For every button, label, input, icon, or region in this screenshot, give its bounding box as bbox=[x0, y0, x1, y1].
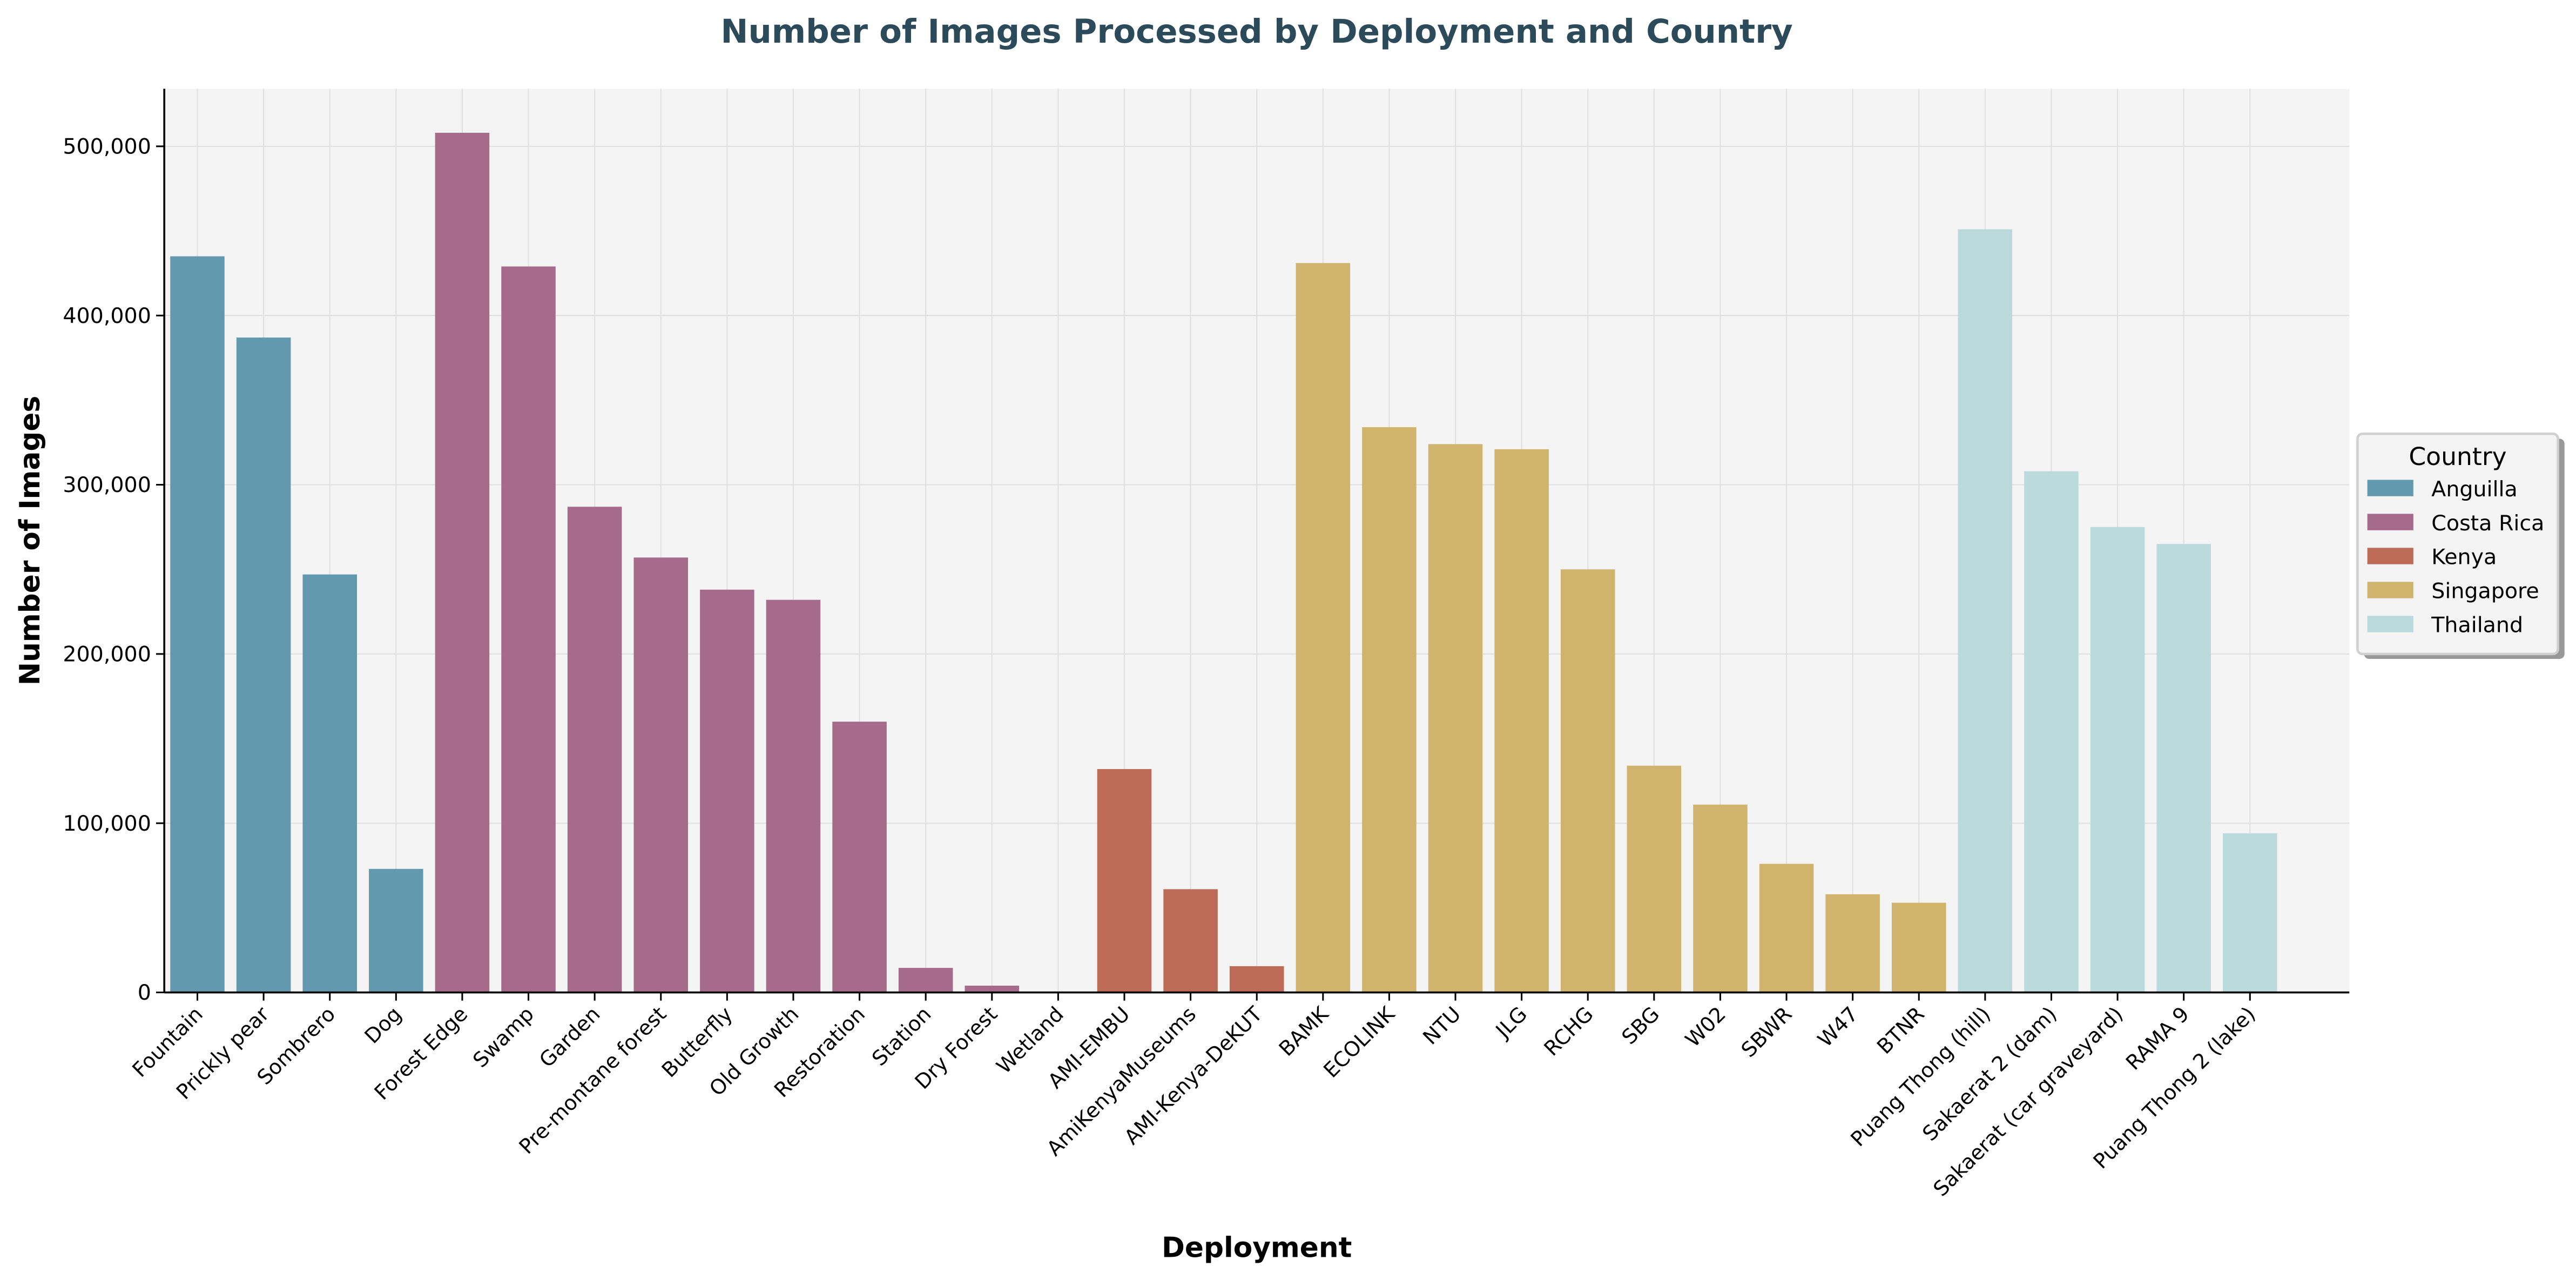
bar-fountain bbox=[170, 256, 225, 993]
bar-ecolink bbox=[1362, 427, 1417, 993]
y-tick-label: 0 bbox=[138, 980, 151, 1005]
x-tick-label: ECOLINK bbox=[1319, 1002, 1399, 1082]
bar-sakaerat-car-graveyard bbox=[2090, 527, 2145, 993]
legend-swatch bbox=[2367, 514, 2413, 530]
bar-sbg bbox=[1627, 765, 1682, 993]
y-tick-label: 300,000 bbox=[63, 473, 151, 497]
bar-prickly-pear bbox=[236, 337, 291, 993]
legend-label: Anguilla bbox=[2431, 477, 2517, 502]
bar-dry-forest bbox=[965, 985, 1020, 993]
bar-butterfly bbox=[700, 589, 754, 993]
bar-garden bbox=[567, 507, 622, 993]
x-tick-label: SBWR bbox=[1737, 1002, 1797, 1062]
legend-swatch bbox=[2367, 548, 2413, 564]
bar-swamp bbox=[501, 266, 556, 993]
x-tick-label: SBG bbox=[1617, 1002, 1664, 1049]
bar-puang-thong-2-lake bbox=[2223, 833, 2277, 993]
legend-label: Costa Rica bbox=[2431, 511, 2544, 536]
legend-swatch bbox=[2367, 582, 2413, 598]
bar-amikenyamuseums bbox=[1163, 889, 1218, 993]
y-tick-label: 500,000 bbox=[63, 134, 151, 159]
bar-w02 bbox=[1693, 804, 1748, 993]
legend-label: Kenya bbox=[2431, 545, 2497, 570]
y-axis-label: Number of Images bbox=[14, 396, 46, 685]
bar-sakaerat-2-dam bbox=[2024, 471, 2079, 993]
x-tick-label: Station bbox=[867, 1002, 936, 1070]
x-tick-label: W02 bbox=[1681, 1002, 1730, 1052]
legend-title: Country bbox=[2409, 442, 2506, 471]
bars bbox=[170, 132, 2277, 993]
chart-title: Number of Images Processed by Deployment… bbox=[721, 13, 1793, 51]
bar-restoration bbox=[832, 722, 887, 993]
bar-sbwr bbox=[1759, 864, 1814, 993]
bar-dog bbox=[369, 868, 423, 993]
legend-label: Thailand bbox=[2431, 613, 2523, 638]
bar-old-growth bbox=[766, 599, 821, 993]
bar-ami-kenya-dekut bbox=[1229, 966, 1284, 993]
legend: Country Anguilla Costa Rica Kenya Singapore… bbox=[2356, 432, 2565, 659]
bar-bamk bbox=[1296, 263, 1351, 993]
legend-label: Singapore bbox=[2431, 579, 2539, 604]
x-axis-label: Deployment bbox=[1162, 1231, 1352, 1264]
legend-swatch bbox=[2367, 480, 2413, 496]
x-tick-label: BTNR bbox=[1872, 1002, 1929, 1059]
y-tick-label: 400,000 bbox=[63, 304, 151, 328]
bar-station bbox=[898, 968, 953, 993]
bar-sombrero bbox=[302, 574, 357, 993]
bar-ntu bbox=[1428, 444, 1483, 993]
bar-puang-thong-hill bbox=[1958, 229, 2013, 993]
y-tick-label: 200,000 bbox=[63, 642, 151, 667]
x-tick-label: Dog bbox=[360, 1002, 406, 1048]
bar-ami-embu bbox=[1097, 769, 1152, 993]
legend-swatch bbox=[2367, 616, 2413, 632]
x-tick-label: NTU bbox=[1418, 1002, 1465, 1049]
y-tick-label: 100,000 bbox=[63, 811, 151, 836]
x-tick-label: W47 bbox=[1813, 1002, 1863, 1052]
bar-btnr bbox=[1891, 902, 1946, 993]
bar-rama-9 bbox=[2156, 544, 2211, 993]
x-tick-label: BAMK bbox=[1274, 1002, 1334, 1061]
bar-pre-montane-forest bbox=[633, 557, 689, 993]
bar-w47 bbox=[1825, 894, 1880, 993]
x-tick-label: Swamp bbox=[468, 1002, 538, 1072]
x-tick-label: JLG bbox=[1491, 1002, 1532, 1043]
bar-forest-edge bbox=[435, 132, 490, 993]
bar-rchg bbox=[1560, 569, 1615, 993]
y-ticks: 0 100,000 200,000 300,000 400,000 500,000 bbox=[63, 134, 165, 1005]
x-tick-label: RCHG bbox=[1539, 1002, 1597, 1060]
bar-jlg bbox=[1494, 449, 1549, 993]
